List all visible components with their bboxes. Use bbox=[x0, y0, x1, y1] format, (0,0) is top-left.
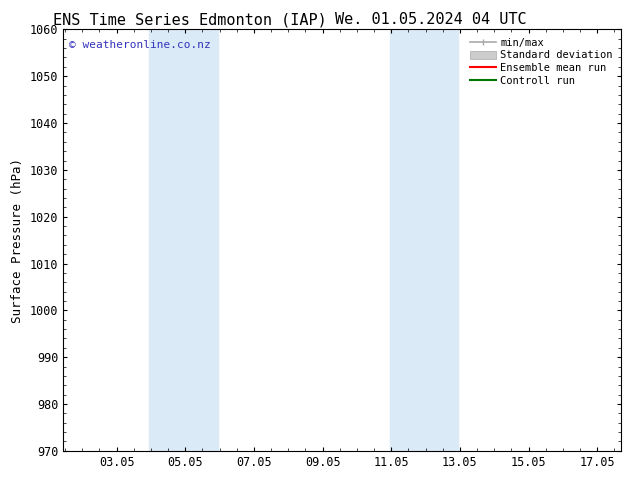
Text: © weatheronline.co.nz: © weatheronline.co.nz bbox=[69, 40, 210, 50]
Text: We. 01.05.2024 04 UTC: We. 01.05.2024 04 UTC bbox=[335, 12, 527, 27]
Legend: min/max, Standard deviation, Ensemble mean run, Controll run: min/max, Standard deviation, Ensemble me… bbox=[467, 35, 616, 89]
Bar bbox=[149, 29, 218, 451]
Bar bbox=[389, 29, 458, 451]
Y-axis label: Surface Pressure (hPa): Surface Pressure (hPa) bbox=[11, 158, 25, 322]
Text: ENS Time Series Edmonton (IAP): ENS Time Series Edmonton (IAP) bbox=[53, 12, 327, 27]
